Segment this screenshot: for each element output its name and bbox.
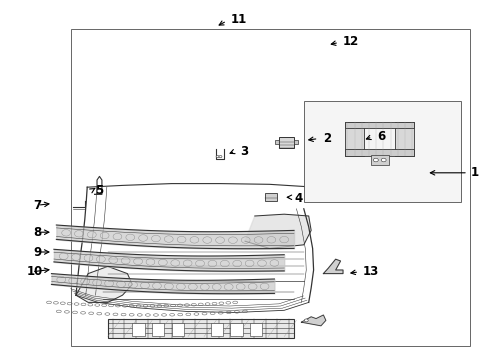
Bar xyxy=(345,122,414,128)
Ellipse shape xyxy=(304,319,308,322)
Text: 11: 11 xyxy=(230,13,246,26)
Bar xyxy=(345,149,414,156)
Bar xyxy=(395,122,414,156)
Polygon shape xyxy=(323,259,343,274)
Bar xyxy=(211,323,223,336)
Bar xyxy=(371,155,389,165)
Bar xyxy=(71,29,470,346)
Text: 10: 10 xyxy=(27,265,43,278)
Bar xyxy=(250,323,262,336)
Text: 2: 2 xyxy=(323,132,332,145)
Bar xyxy=(279,137,294,148)
Text: 3: 3 xyxy=(240,145,248,158)
Text: 7: 7 xyxy=(33,199,42,212)
Bar xyxy=(304,101,461,202)
Text: 6: 6 xyxy=(377,130,386,143)
Circle shape xyxy=(373,158,378,162)
Bar xyxy=(230,323,243,336)
Circle shape xyxy=(381,158,386,162)
Polygon shape xyxy=(301,315,326,326)
Text: 9: 9 xyxy=(33,246,42,258)
Text: 12: 12 xyxy=(343,35,359,48)
Text: 1: 1 xyxy=(470,166,479,179)
Text: 13: 13 xyxy=(363,265,379,278)
Text: 5: 5 xyxy=(96,184,104,197)
Polygon shape xyxy=(245,214,311,248)
Bar xyxy=(275,140,279,144)
Bar xyxy=(265,193,277,201)
Bar xyxy=(172,323,184,336)
Circle shape xyxy=(219,156,222,158)
Bar xyxy=(345,122,364,156)
Circle shape xyxy=(216,156,219,158)
Text: 8: 8 xyxy=(33,226,42,239)
Polygon shape xyxy=(76,266,132,302)
Bar xyxy=(108,319,294,338)
Bar xyxy=(132,323,145,336)
Bar xyxy=(152,323,164,336)
Text: 4: 4 xyxy=(294,192,302,204)
Bar xyxy=(294,140,298,144)
